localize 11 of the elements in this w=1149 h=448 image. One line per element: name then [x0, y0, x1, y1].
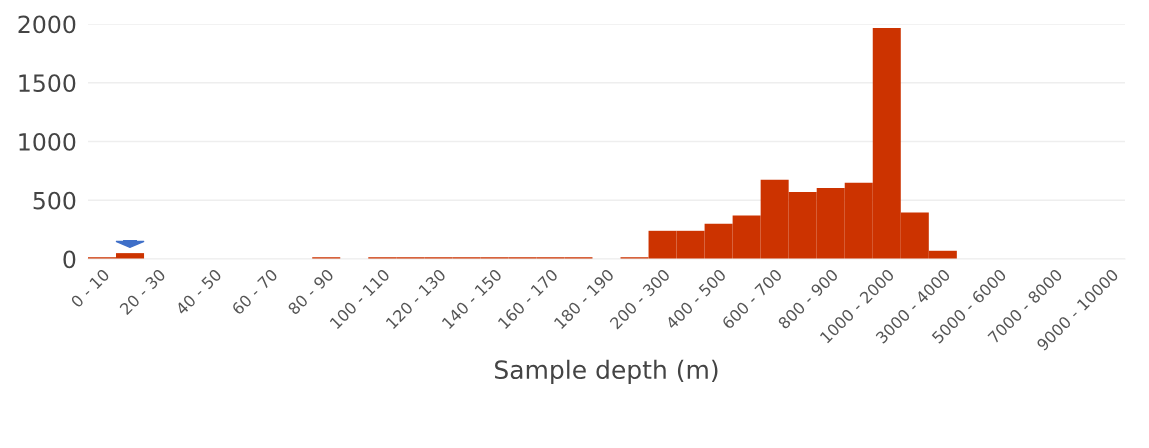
y-tick-label: 1000: [19, 132, 76, 151]
y-tick-label: 500: [33, 191, 76, 210]
x-tick-label: 40 - 50: [174, 268, 223, 316]
x-axis-title: Sample depth (m): [495, 359, 718, 384]
y-tick-label: 1500: [19, 74, 76, 93]
y-tick-label: 0: [63, 250, 76, 269]
x-tick-label: 20 - 30: [119, 268, 167, 316]
x-tick-label: 0 - 10: [70, 268, 111, 309]
x-tick-label: 60 - 70: [231, 268, 279, 316]
y-tick-label: 2000: [18, 15, 76, 34]
x-tick-label: 80 - 90: [287, 268, 335, 316]
